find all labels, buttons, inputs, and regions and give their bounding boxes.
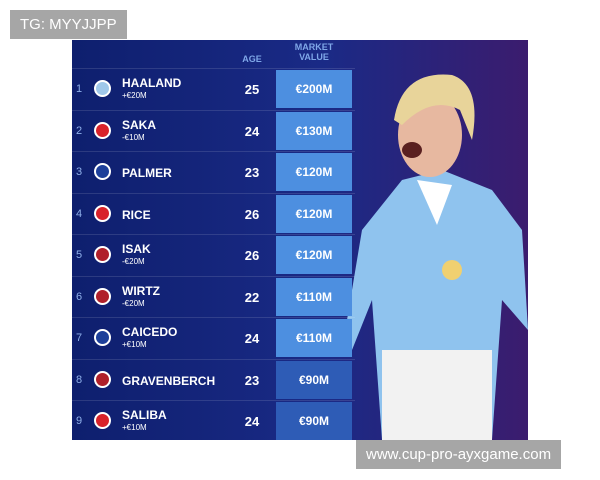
age: 22 xyxy=(244,289,260,305)
player-name: RICE xyxy=(122,207,151,222)
club-crest xyxy=(94,370,111,388)
table-row: 2 SAKA -€10M 24 €130M xyxy=(72,109,355,151)
table-row: 3 PALMER 23 €120M xyxy=(72,151,355,192)
club-crest xyxy=(94,121,111,139)
age: 25 xyxy=(244,82,260,97)
club-crest xyxy=(94,287,111,305)
rank: 1 xyxy=(76,83,83,95)
market-value: €90M xyxy=(276,402,352,440)
club-crest xyxy=(94,80,111,97)
value-change: -€20M xyxy=(122,257,145,266)
club-crest xyxy=(94,246,111,263)
age: 26 xyxy=(244,206,260,222)
club-crest xyxy=(94,412,111,429)
watermark-bottom: www.cup-pro-ayxgame.com xyxy=(356,440,562,469)
player-name: GRAVENBERCH xyxy=(122,373,216,388)
value-change: -€10M xyxy=(122,132,145,142)
age: 24 xyxy=(244,123,260,139)
age: 23 xyxy=(244,372,260,388)
infographic: AGE MARKET VALUE 1 HAALAND +€20M 25 €200M 2 SA… xyxy=(72,40,528,440)
club-crest xyxy=(94,329,111,346)
value-change: +€10M xyxy=(122,423,147,432)
market-value: €90M xyxy=(276,360,352,399)
rank: 7 xyxy=(76,332,83,344)
watermark-top: TG: MYYJJPP xyxy=(10,10,127,39)
table-row: 6 WIRTZ -€20M 22 €110M xyxy=(72,275,355,317)
player-illustration xyxy=(342,74,528,440)
value-change: +€10M xyxy=(122,340,147,349)
market-value: €120M xyxy=(276,194,352,233)
player-name: SAKA xyxy=(122,117,157,132)
age: 24 xyxy=(244,331,260,346)
market-value: €110M xyxy=(276,319,352,357)
table-row: 7 CAICEDO +€10M 24 €110M xyxy=(72,317,355,358)
table-row: 8 GRAVENBERCH 23 €90M xyxy=(72,358,355,400)
rank: 3 xyxy=(76,166,83,178)
rank: 9 xyxy=(76,415,83,427)
market-value: €200M xyxy=(276,70,352,108)
rank: 2 xyxy=(76,124,83,137)
rank: 5 xyxy=(76,249,83,261)
age: 23 xyxy=(244,165,260,180)
market-value: €130M xyxy=(276,111,352,150)
rank: 8 xyxy=(76,373,83,386)
player-name: CAICEDO xyxy=(122,325,178,339)
player-name: ISAK xyxy=(122,242,151,256)
player-name: SALIBA xyxy=(122,408,167,422)
value-change: -€20M xyxy=(122,298,145,308)
table-row: 9 SALIBA +€10M 24 €90M xyxy=(72,400,355,440)
club-crest xyxy=(94,163,111,180)
player-name: WIRTZ xyxy=(122,283,160,298)
market-value: €120M xyxy=(276,153,352,191)
market-value: €110M xyxy=(276,277,352,316)
table-row: 1 HAALAND +€20M 25 €200M xyxy=(72,68,355,109)
age: 24 xyxy=(244,414,260,429)
table-row: 5 ISAK -€20M 26 €120M xyxy=(72,234,355,275)
club-crest xyxy=(94,204,111,222)
market-value: €120M xyxy=(276,236,352,274)
rank: 4 xyxy=(76,207,83,220)
player-name: PALMER xyxy=(122,166,172,180)
value-header: MARKET VALUE xyxy=(294,42,334,62)
age: 26 xyxy=(244,248,260,263)
age-header: AGE xyxy=(242,54,262,64)
table-row: 4 RICE 26 €120M xyxy=(72,192,355,234)
player-name: HAALAND xyxy=(122,76,182,90)
rank: 6 xyxy=(76,290,83,303)
value-change: +€20M xyxy=(122,91,147,100)
